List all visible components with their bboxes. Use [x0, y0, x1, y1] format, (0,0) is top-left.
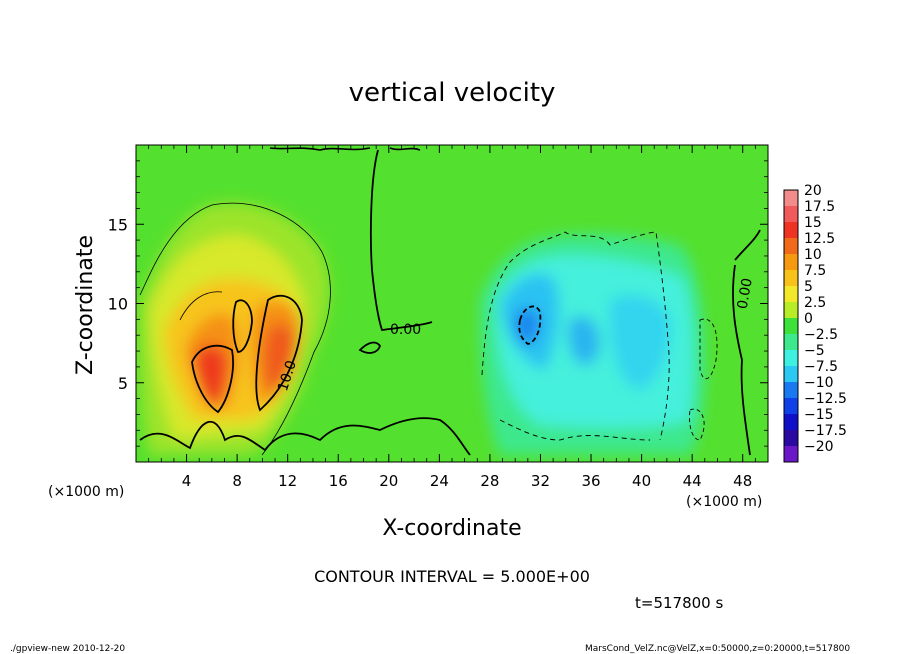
colorbar-label: −12.5: [804, 391, 847, 407]
y-tick-label: 10: [108, 295, 128, 314]
x-tick-label: 44: [683, 472, 702, 490]
contour-top-edge: [269, 147, 421, 151]
y-tick-label: 5: [118, 374, 128, 393]
colorbar-swatch: [784, 430, 798, 446]
x-tick-label: 32: [531, 472, 550, 490]
x-tick-label: 16: [329, 472, 348, 490]
contour-neg-five: [481, 231, 670, 441]
colorbar-label: 10: [804, 247, 822, 263]
colorbar-label: −17.5: [804, 423, 847, 439]
contour-zero-right: [732, 229, 761, 456]
contour-zero-left: [139, 202, 331, 456]
colorbar-swatch: [784, 302, 798, 318]
colorbar-label: 7.5: [804, 263, 826, 279]
colorbar-label: 20: [804, 183, 822, 199]
colorbar-label: −2.5: [804, 327, 838, 343]
contour-neg-ten: [518, 305, 542, 345]
x-unit-label: (×1000 m): [686, 494, 762, 510]
contour-zero-left-inner: [179, 291, 223, 321]
x-tick-label: 36: [581, 472, 600, 490]
contour-zero-bottom: [139, 417, 471, 456]
colorbar-label: 0: [804, 311, 813, 327]
colorbar-label: −15: [804, 407, 834, 423]
contour-ten-b: [232, 299, 253, 353]
colorbar-swatch: [784, 382, 798, 398]
colorbar-swatch: [784, 190, 798, 206]
colorbar-label: 12.5: [804, 231, 835, 247]
colorbar-label: −10: [804, 375, 834, 391]
contour-zero-center: [358, 341, 381, 354]
x-tick-label: 20: [379, 472, 398, 490]
contour-ten-a: [191, 344, 234, 414]
colorbar-swatch: [784, 398, 798, 414]
colorbar-swatch: [784, 286, 798, 302]
colorbar-label: 17.5: [804, 199, 835, 215]
colorbar-swatch: [784, 222, 798, 238]
z-unit-label: (×1000 m): [48, 484, 124, 500]
velocity-field: [136, 145, 768, 462]
x-tick-label: 8: [232, 472, 242, 490]
contour-label-0: 0.00: [390, 322, 421, 338]
colorbar: 2017.51512.5107.552.50−2.5−5−7.5−10−12.5…: [783, 183, 847, 463]
colorbar-swatch: [784, 206, 798, 222]
colorbar-swatch: [784, 366, 798, 382]
colorbar-swatch: [784, 254, 798, 270]
downdraft-region: [479, 233, 705, 455]
x-tick-label: 28: [480, 472, 499, 490]
contour-interval-note: CONTOUR INTERVAL = 5.000E+00: [314, 567, 590, 586]
colorbar-swatch: [784, 238, 798, 254]
chart-title: vertical velocity: [349, 78, 556, 108]
colorbar-label: 15: [804, 215, 822, 231]
x-tick-label: 24: [430, 472, 449, 490]
x-tick-label: 12: [278, 472, 297, 490]
colorbar-swatch: [784, 350, 798, 366]
x-axis-label: X-coordinate: [382, 516, 521, 541]
contour-lines: [139, 147, 761, 456]
colorbar-label: −7.5: [804, 359, 838, 375]
colorbar-label: 2.5: [804, 295, 826, 311]
x-axis: 4 8 12 16 20 24 28 32 36 40 44 48: [148, 145, 756, 490]
colorbar-swatch: [784, 446, 798, 462]
contour-ten-c: [255, 294, 303, 412]
footer-left: ./gpview-new 2010-12-20: [10, 644, 125, 654]
colorbar-frame: [783, 189, 799, 463]
y-axis-label: Z-coordinate: [73, 235, 98, 375]
colorbar-label: 5: [804, 279, 813, 295]
contour-small-neg: [689, 318, 718, 441]
colorbar-swatch: [784, 334, 798, 350]
colorbar-swatch: [784, 270, 798, 286]
y-axis: 5 10 15: [108, 160, 768, 447]
contour-label-2: 0.00: [735, 277, 756, 310]
colorbar-swatch: [784, 318, 798, 334]
colorbar-label: −20: [804, 439, 834, 455]
contour-zero-mid: [369, 149, 433, 332]
x-tick-label: 40: [632, 472, 651, 490]
x-tick-label: 48: [733, 472, 752, 490]
footer-right: MarsCond_VelZ.nc@VelZ,x=0:50000,z=0:2000…: [585, 644, 850, 654]
x-tick-label: 4: [182, 472, 192, 490]
y-tick-label: 15: [108, 215, 128, 234]
time-label: t=517800 s: [635, 594, 723, 612]
colorbar-swatch: [784, 414, 798, 430]
contour-labels: 0.00 10.0 0.00: [275, 277, 756, 393]
colorbar-label: −5: [804, 343, 825, 359]
